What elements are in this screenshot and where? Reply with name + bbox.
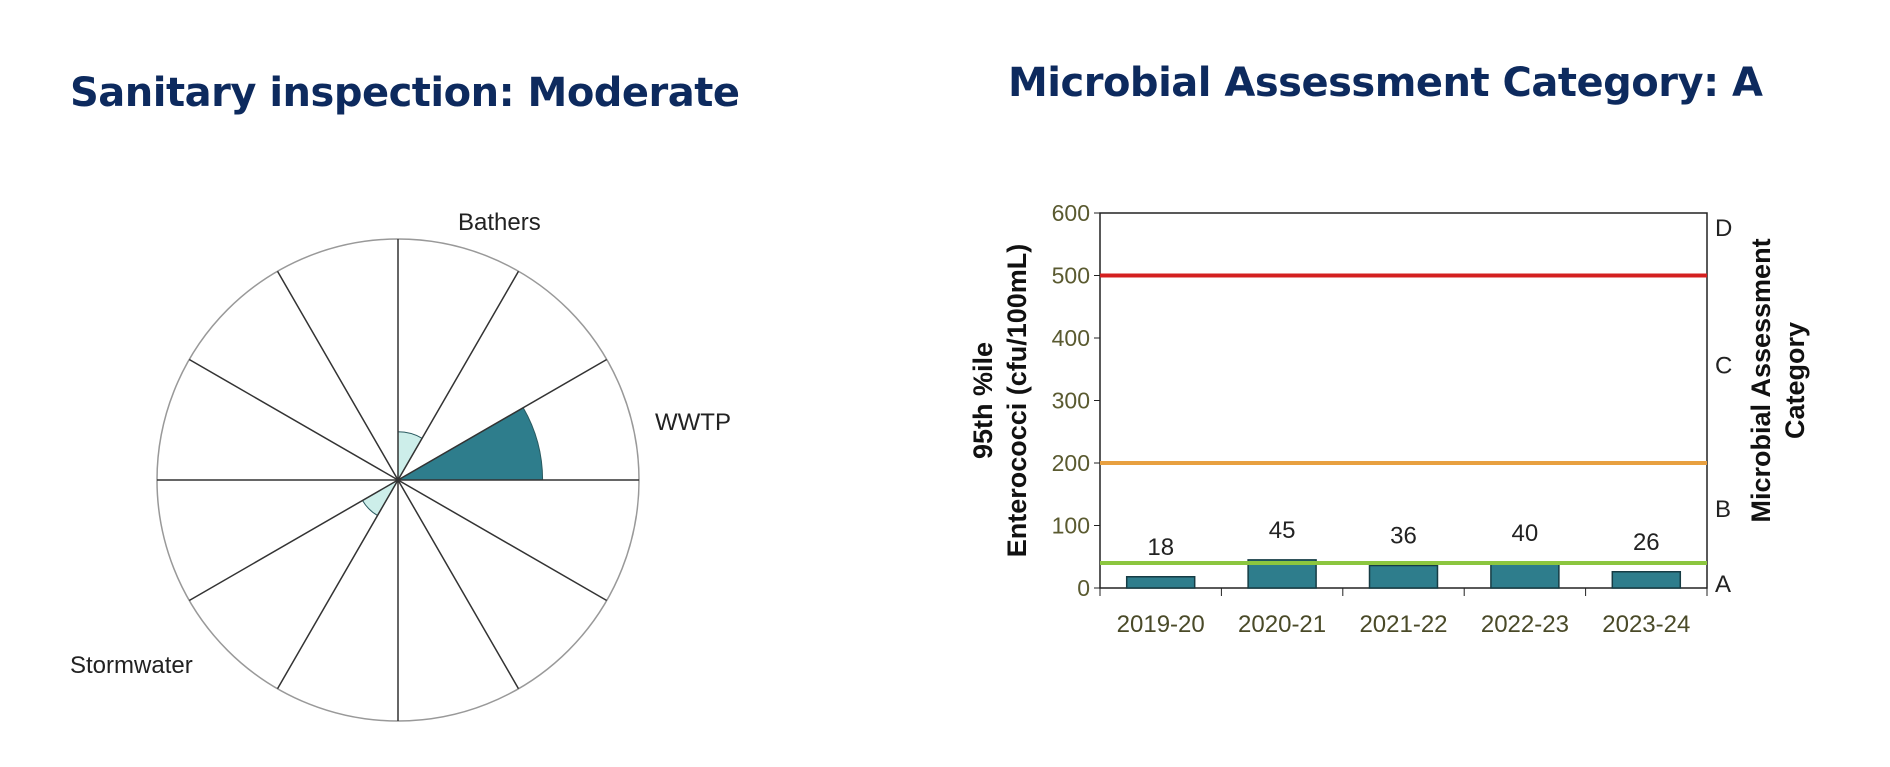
category-label-C: C	[1715, 352, 1732, 379]
data-label: 45	[1269, 517, 1296, 544]
microbial-assessment-title: Microbial Assessment Category: A	[1008, 60, 1763, 106]
bar-2021-22	[1368, 564, 1439, 589]
data-label: 26	[1633, 529, 1660, 556]
category-label-D: D	[1715, 215, 1732, 242]
sanitary-polar-chart: Bathers WWTP Stormwater	[70, 209, 731, 722]
y-axis-title-line: 95th %ile	[968, 342, 998, 459]
y-tick-label: 500	[1052, 263, 1090, 289]
polar-spoke	[397, 479, 520, 690]
polar-spoke	[276, 479, 399, 690]
y-tick-label: 300	[1052, 388, 1090, 414]
x-tick-label: 2021-22	[1359, 611, 1447, 638]
y-axis-title: 95th %ile Enterococci (cfu/100mL)	[968, 244, 1032, 558]
y-tick-label: 0	[1077, 575, 1090, 601]
bar-2019-20	[1125, 576, 1196, 589]
x-tick-label: 2022-23	[1481, 611, 1569, 638]
sanitary-inspection-title: Sanitary inspection: Moderate	[70, 70, 740, 116]
y-axis-title-line: Enterococci (cfu/100mL)	[1002, 244, 1032, 558]
polar-spoke	[397, 270, 520, 481]
y2-axis-title-line: Microbial Assessment	[1746, 238, 1776, 522]
data-label: 18	[1147, 534, 1174, 561]
y-tick-label: 100	[1052, 513, 1090, 539]
data-label: 36	[1390, 523, 1417, 550]
polar-spoke	[188, 358, 399, 481]
bar-2022-23	[1490, 562, 1560, 589]
y-tick-label: 400	[1052, 325, 1090, 351]
y2-axis-title: Microbial Assessment Category	[1746, 238, 1810, 522]
y-tick-label: 600	[1052, 200, 1090, 226]
polar-spoke	[397, 479, 608, 602]
y-tick-label: 200	[1052, 450, 1090, 476]
polar-label-stormwater: Stormwater	[70, 652, 193, 679]
category-label-A: A	[1715, 571, 1731, 598]
x-tick-label: 2023-24	[1602, 611, 1690, 638]
polar-spoke	[276, 270, 399, 481]
polar-spoke	[397, 358, 608, 481]
x-tick-label: 2019-20	[1117, 611, 1205, 638]
data-label: 40	[1512, 520, 1539, 547]
polar-spoke	[188, 479, 399, 602]
y2-axis-title-line: Category	[1780, 322, 1810, 439]
polar-label-wwtp: WWTP	[655, 409, 731, 436]
bar-2023-24	[1611, 571, 1682, 589]
x-tick-label: 2020-21	[1238, 611, 1326, 638]
category-label-B: B	[1715, 496, 1731, 523]
polar-label-bathers: Bathers	[458, 209, 541, 236]
